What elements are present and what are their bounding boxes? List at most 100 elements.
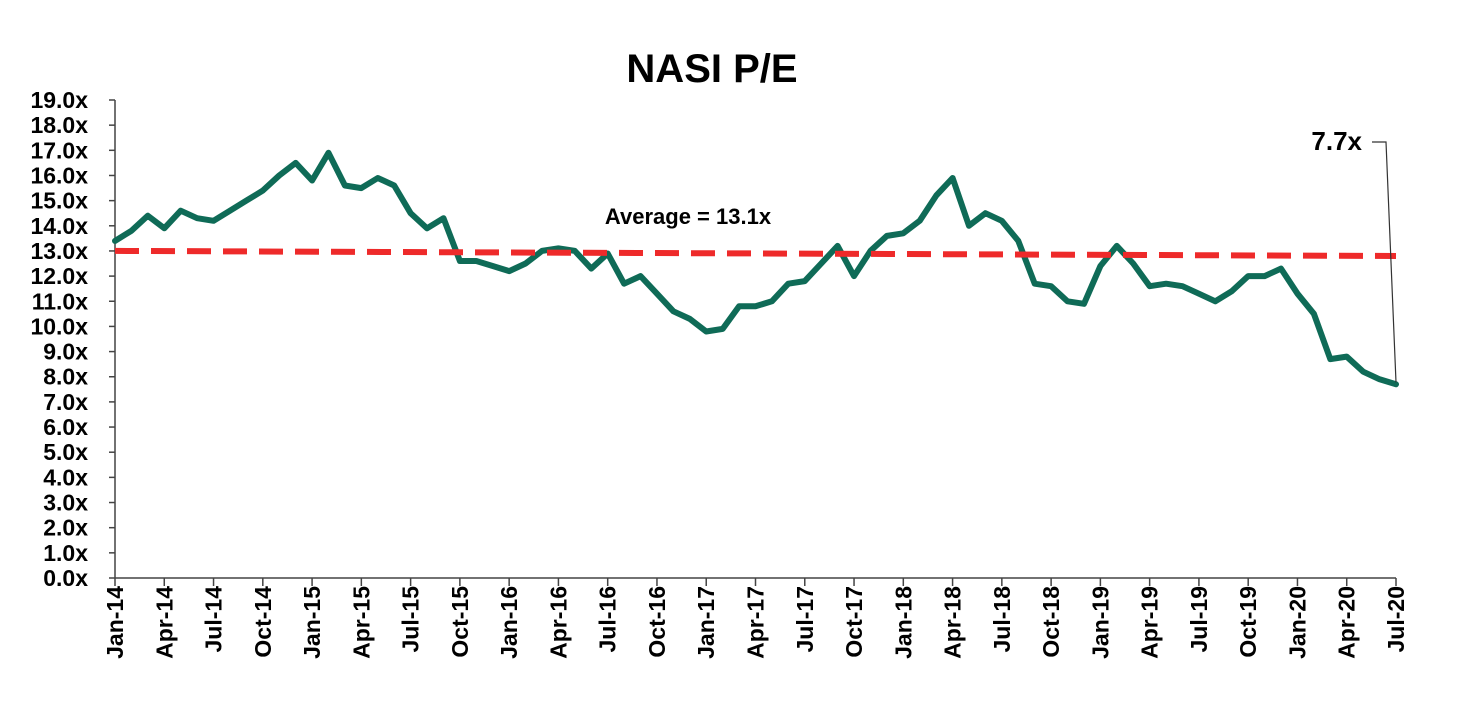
x-tick-label: Jul-15 — [398, 586, 424, 653]
pe-data-point — [244, 198, 249, 203]
pe-data-point — [523, 261, 528, 266]
pe-data-point — [769, 299, 774, 304]
y-tick-label: 12.0x — [30, 263, 88, 289]
pe-data-point — [1049, 284, 1054, 289]
x-tick-label: Oct-17 — [841, 586, 867, 658]
pe-data-point — [934, 193, 939, 198]
pe-data-point — [162, 226, 167, 231]
last-value-leader-line — [1372, 141, 1397, 383]
pe-data-point — [917, 218, 922, 223]
pe-data-point — [835, 243, 840, 248]
x-tick-label: Apr-16 — [545, 586, 571, 659]
y-tick-label: 7.0x — [43, 389, 88, 415]
y-tick-label: 2.0x — [43, 515, 88, 541]
last-value-annotation: 7.7x — [1311, 126, 1362, 156]
y-tick-label: 6.0x — [43, 414, 88, 440]
x-tick-label: Jan-19 — [1087, 586, 1113, 659]
x-tick-label: Jul-17 — [792, 586, 818, 652]
pe-data-point — [753, 304, 758, 309]
pe-data-point — [1114, 243, 1119, 248]
pe-data-point — [1262, 274, 1267, 279]
pe-data-point — [1361, 369, 1366, 374]
x-axis: Jan-14 Apr-14 Jul-14 Oct-14 Jan-15 Apr-15 Jul-… — [102, 577, 1409, 659]
pe-data-point — [655, 291, 659, 296]
pe-data-point — [359, 186, 364, 191]
pe-data-point — [967, 223, 971, 228]
y-tick-label: 5.0x — [43, 439, 88, 465]
pe-data-point — [1196, 291, 1201, 296]
y-tick-label: 9.0x — [43, 339, 88, 365]
y-tick-label: 14.0x — [30, 213, 88, 239]
pe-data-point — [1065, 299, 1070, 304]
pe-data-point — [408, 211, 413, 216]
x-tick-label: Apr-14 — [151, 586, 177, 659]
x-tick-label: Oct-19 — [1235, 586, 1261, 658]
x-tick-label: Apr-17 — [743, 586, 769, 659]
pe-data-point — [342, 183, 347, 188]
x-tick-label: Jul-16 — [595, 586, 621, 652]
x-tick-label: Oct-15 — [447, 586, 473, 658]
pe-data-point — [786, 281, 791, 286]
pe-data-point — [572, 248, 577, 253]
pe-data-point — [457, 259, 462, 263]
pe-data-point — [326, 150, 331, 155]
pe-data-point — [228, 208, 232, 213]
pe-data-point — [540, 248, 544, 253]
pe-data-point — [704, 329, 709, 334]
pe-data-point — [556, 246, 561, 251]
y-tick-label: 10.0x — [30, 313, 88, 339]
pe-data-point — [1164, 281, 1169, 286]
pe-data-point — [129, 228, 134, 233]
pe-data-point — [260, 188, 265, 193]
pe-data-point — [1147, 284, 1152, 289]
pe-data-point — [195, 216, 200, 221]
pe-data-point — [1131, 261, 1136, 266]
y-tick-label: 15.0x — [30, 188, 88, 214]
pe-data-point — [1344, 354, 1349, 359]
pe-data-point — [687, 316, 692, 321]
average-line — [114, 247, 1397, 259]
pe-data-point — [1394, 382, 1398, 387]
y-tick-label: 19.0x — [30, 87, 88, 113]
pe-data-point — [441, 216, 446, 221]
pe-data-point — [622, 281, 627, 286]
y-tick-label: 4.0x — [43, 464, 88, 490]
average-annotation: Average = 13.1x — [605, 204, 772, 229]
pe-data-point — [1032, 281, 1037, 286]
annotation-layer: Average = 13.1x 7.7x — [605, 126, 1397, 383]
pe-data-point — [474, 259, 479, 263]
pe-data-point — [1295, 291, 1300, 296]
pe-data-point — [852, 274, 856, 279]
pe-data-point — [1098, 264, 1103, 268]
pe-data-point — [999, 218, 1004, 223]
pe-data-point — [1213, 299, 1218, 304]
pe-data-point — [1229, 289, 1234, 294]
x-tick-label: Jan-17 — [693, 586, 719, 659]
pe-data-point — [1016, 238, 1021, 243]
pe-data-point — [638, 274, 643, 279]
pe-data-point — [671, 309, 676, 314]
pe-data-point — [490, 264, 495, 268]
pe-data-point — [737, 304, 742, 309]
y-tick-label: 1.0x — [43, 540, 88, 566]
x-tick-label: Jul-19 — [1186, 586, 1212, 652]
pe-data-point — [113, 238, 117, 243]
pe-data-point — [1082, 301, 1086, 306]
pe-data-point — [145, 213, 150, 218]
x-tick-label: Jul-14 — [201, 586, 227, 653]
x-tick-label: Jul-18 — [989, 586, 1015, 653]
pe-data-point — [293, 160, 298, 165]
x-tick-label: Jan-15 — [299, 586, 325, 659]
pe-data-point — [884, 233, 889, 238]
y-tick-label: 16.0x — [30, 162, 88, 188]
x-tick-label: Apr-19 — [1137, 586, 1163, 659]
pe-data-point — [1246, 274, 1251, 279]
x-tick-label: Jan-20 — [1284, 586, 1310, 659]
y-tick-label: 3.0x — [43, 490, 88, 516]
y-tick-label: 0.0x — [43, 565, 88, 591]
x-tick-label: Apr-15 — [348, 586, 374, 659]
pe-data-point — [802, 279, 807, 284]
pe-data-point — [277, 173, 282, 178]
y-tick-label: 13.0x — [30, 238, 88, 264]
